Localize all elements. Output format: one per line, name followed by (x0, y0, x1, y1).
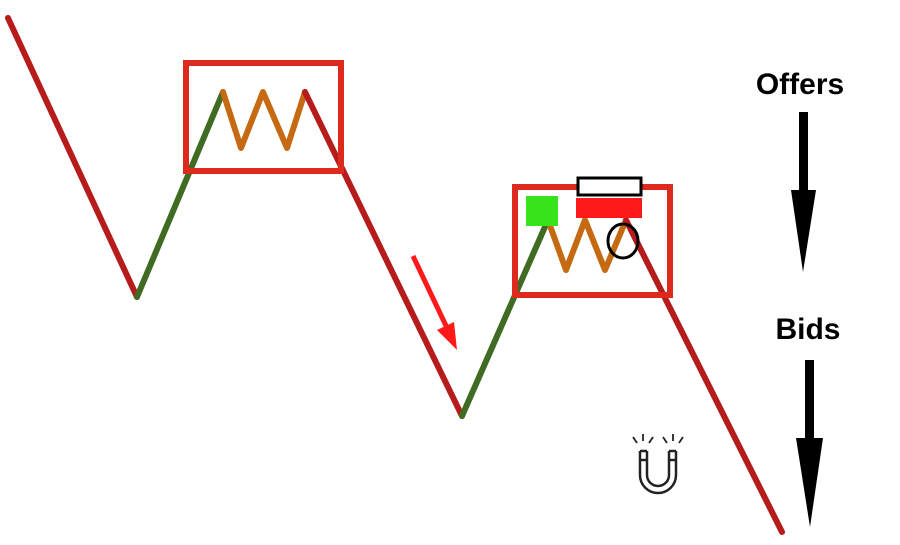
magnet-icon (632, 434, 684, 495)
arrow-down-icon (796, 360, 823, 527)
arrow-down-icon (791, 112, 816, 272)
up-leg-2 (459, 217, 551, 419)
red-arrow-icon (410, 254, 457, 350)
sell-marker (576, 198, 642, 218)
offers-label: Offers (755, 68, 845, 101)
consolidation-zigzag-1 (220, 89, 308, 151)
bids-label: Bids (775, 313, 841, 346)
down-leg-2 (302, 89, 465, 419)
order-outline-marker (576, 176, 643, 197)
down-leg-3 (623, 217, 785, 535)
buy-marker (526, 196, 558, 226)
supply-zone-box-1 (183, 60, 344, 174)
rejection-circle (606, 222, 640, 260)
down-leg-1 (5, 15, 140, 300)
up-leg-1 (134, 89, 226, 300)
